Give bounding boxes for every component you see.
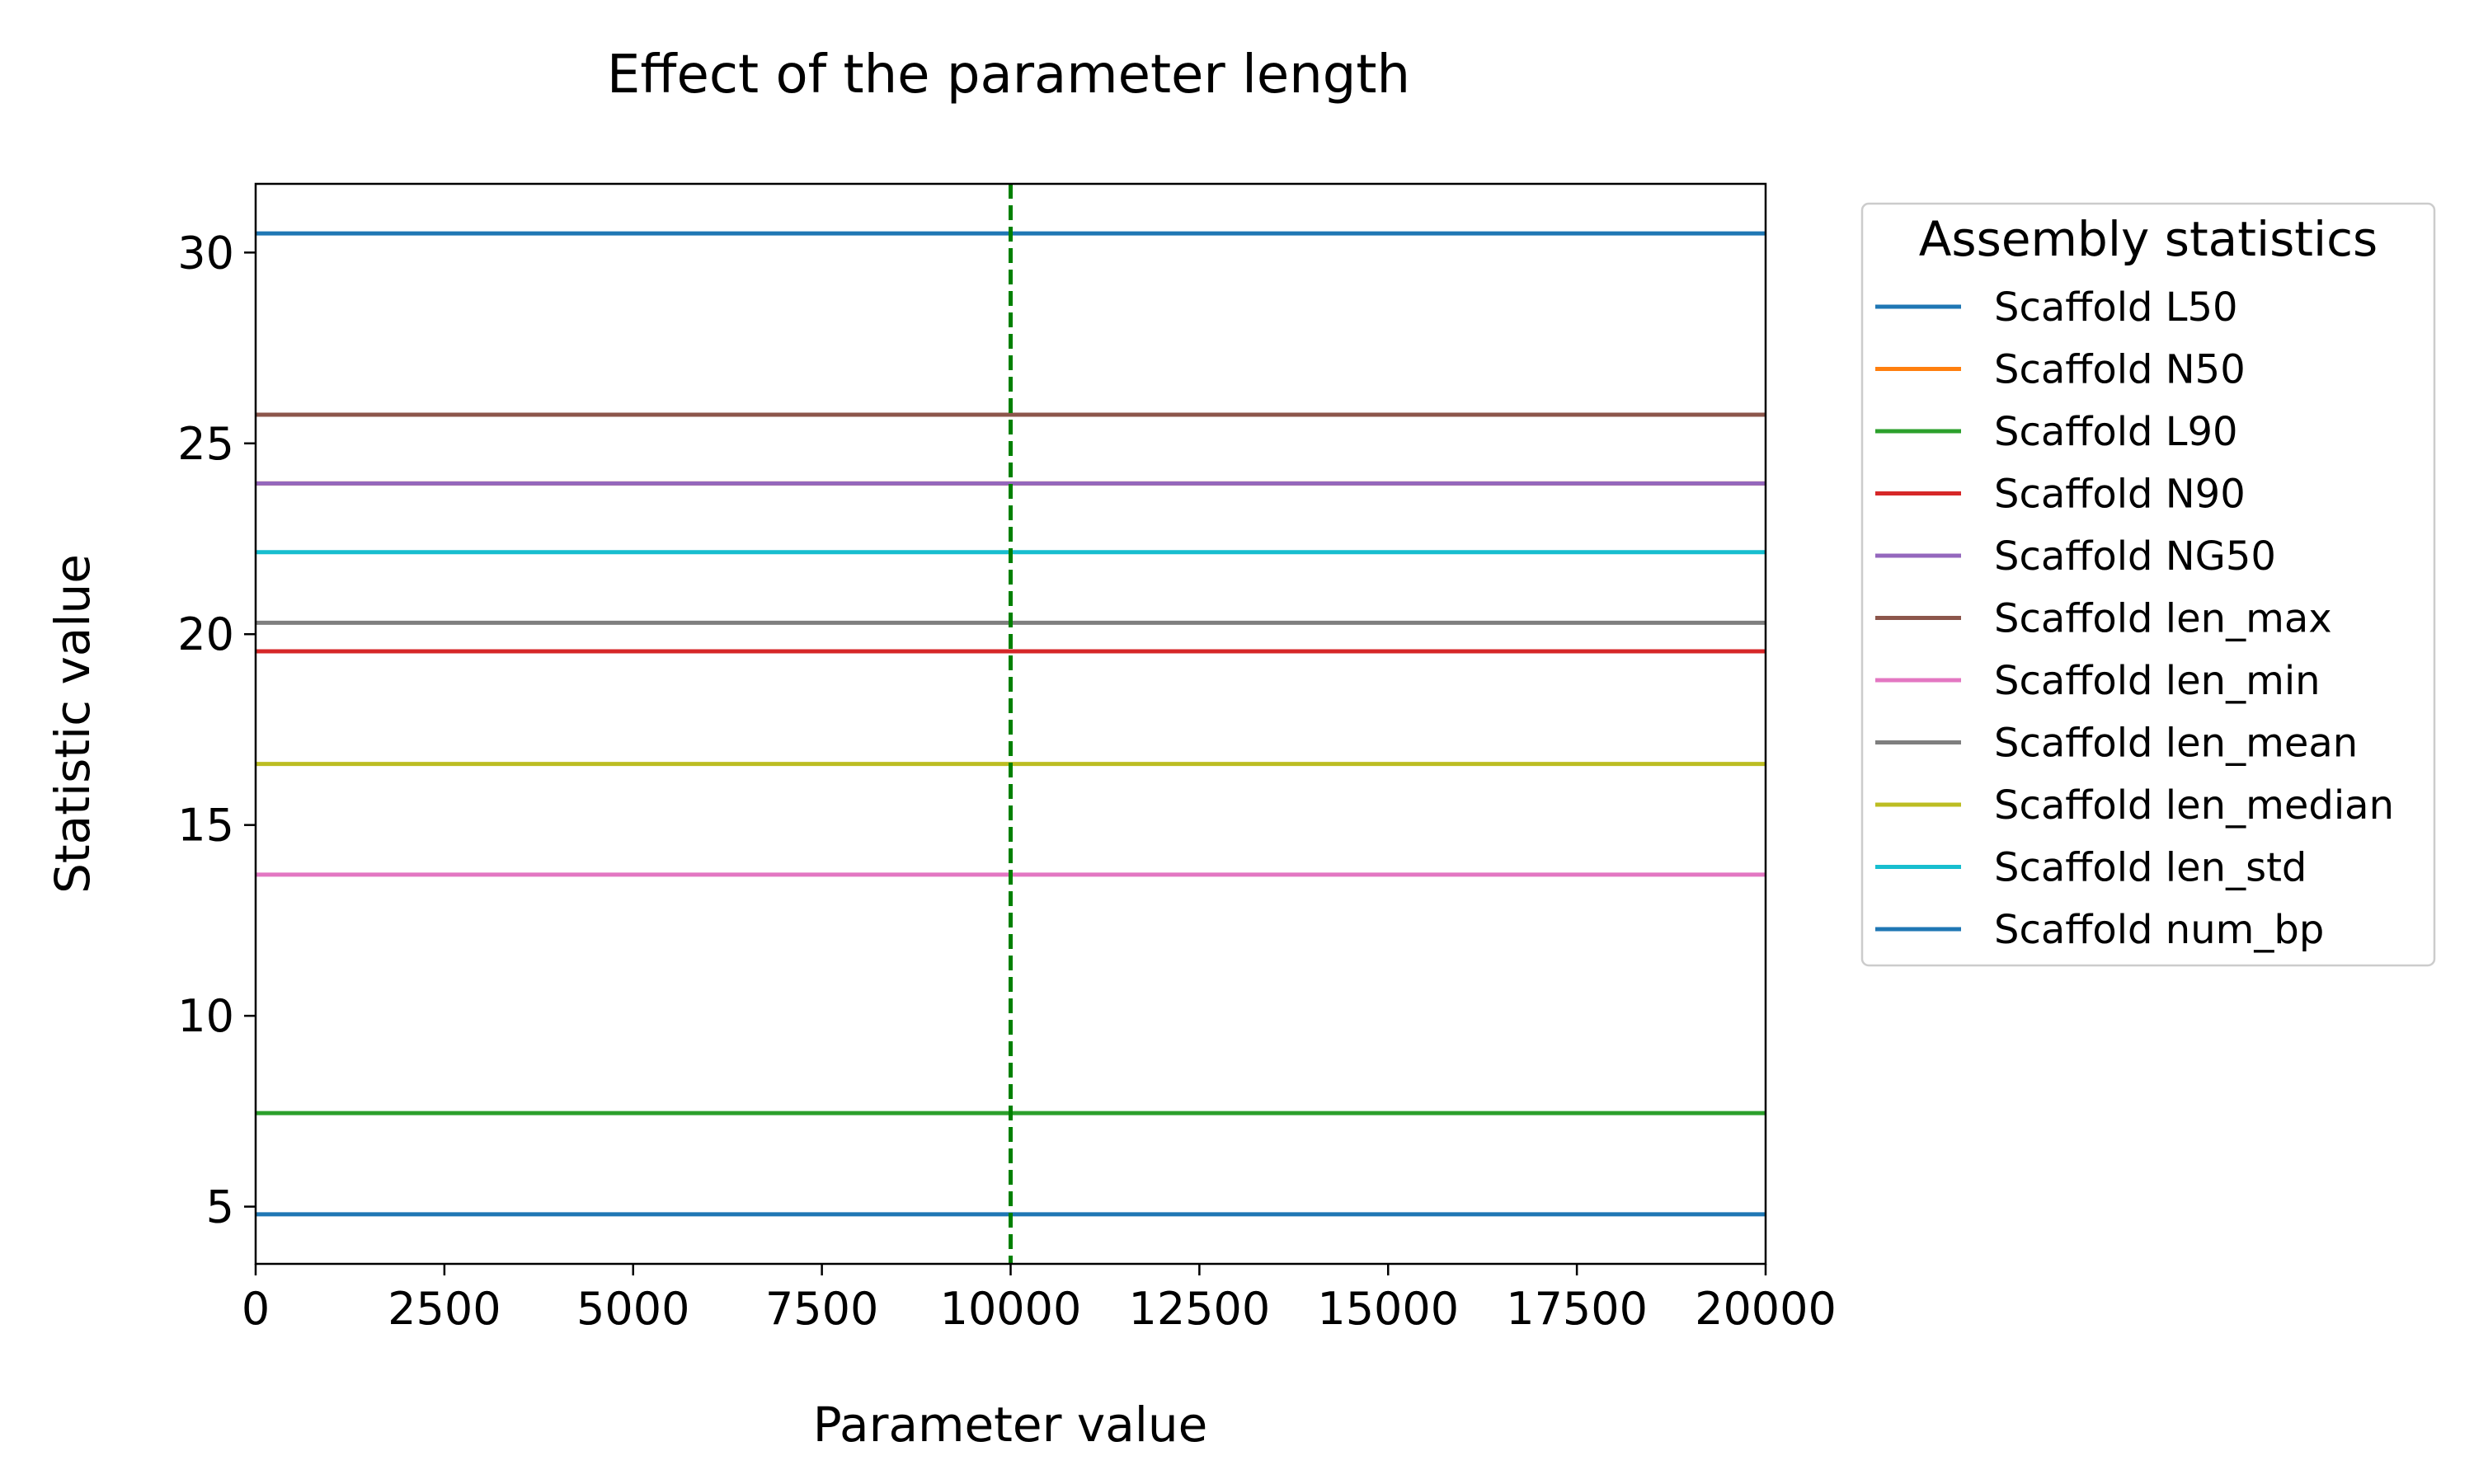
legend-label: Scaffold len_std xyxy=(1994,845,2307,891)
legend-label: Scaffold len_max xyxy=(1994,596,2332,642)
y-tick-label: 5 xyxy=(206,1181,234,1233)
x-tick-label: 0 xyxy=(242,1283,270,1335)
y-tick-label: 15 xyxy=(177,800,234,852)
legend-label: Scaffold L50 xyxy=(1994,284,2238,331)
legend-items: Scaffold L50 Scaffold N50 Scaffold L90 Scaf… xyxy=(1875,284,2394,953)
x-tick-label: 5000 xyxy=(576,1283,689,1335)
legend-frame xyxy=(1860,202,2436,967)
legend-title: Assembly statistics xyxy=(1919,211,2378,267)
legend-label: Scaffold NG50 xyxy=(1994,533,2276,580)
x-axis-label: Parameter value xyxy=(813,1397,1208,1453)
legend-label: Scaffold N50 xyxy=(1994,347,2246,393)
x-tick-label: 7500 xyxy=(765,1283,878,1335)
y-tick-label: 10 xyxy=(177,990,234,1042)
x-tick-label: 15000 xyxy=(1317,1283,1459,1335)
legend-label: Scaffold num_bp xyxy=(1994,907,2324,953)
legend-label: Scaffold len_mean xyxy=(1994,721,2358,767)
y-tick-label: 30 xyxy=(177,227,234,279)
legend-label: Scaffold len_median xyxy=(1994,782,2394,829)
x-tick-label: 17500 xyxy=(1506,1283,1648,1335)
x-axis: 0 2500 5000 7500 10000 12500 15000 17500 20000 xyxy=(242,1264,1837,1335)
legend-label: Scaffold len_min xyxy=(1994,658,2321,704)
y-tick-label: 20 xyxy=(177,608,234,660)
y-axis: 5 10 15 20 25 30 xyxy=(177,227,256,1233)
x-tick-label: 12500 xyxy=(1128,1283,1270,1335)
legend-label: Scaffold L90 xyxy=(1994,409,2238,455)
plot-lines xyxy=(256,184,1766,1264)
x-tick-label: 10000 xyxy=(940,1283,1082,1335)
y-axis-label: Statistic value xyxy=(45,554,101,894)
x-tick-label: 2500 xyxy=(388,1283,501,1335)
chart-title: Effect of the parameter length xyxy=(607,45,1410,106)
x-tick-label: 20000 xyxy=(1695,1283,1837,1335)
legend: Assembly statistics Scaffold L50Scaffold… xyxy=(1860,202,2436,967)
y-tick-label: 25 xyxy=(177,418,234,470)
legend-label: Scaffold N90 xyxy=(1994,472,2246,518)
